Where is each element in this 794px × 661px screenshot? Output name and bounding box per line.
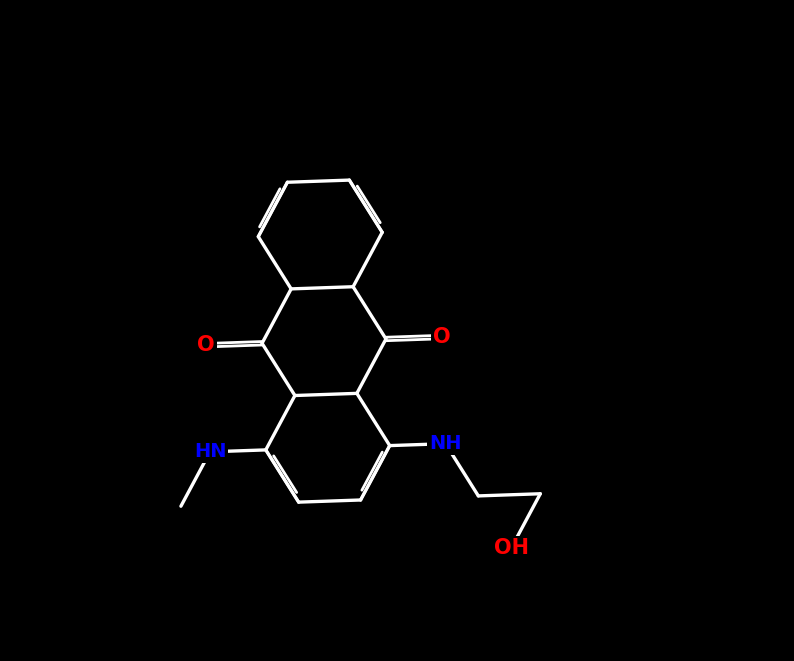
Text: OH: OH	[494, 538, 529, 558]
Text: HN: HN	[194, 442, 226, 461]
Text: O: O	[198, 335, 215, 355]
Text: NH: NH	[430, 434, 462, 453]
Text: O: O	[433, 327, 450, 347]
